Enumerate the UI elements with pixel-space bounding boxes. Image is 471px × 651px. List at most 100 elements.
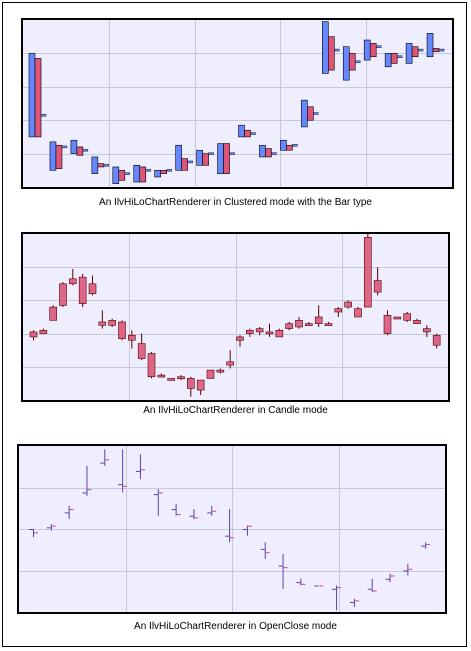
bar-tick [145,169,151,172]
candle-body [78,276,87,305]
bar-red [348,53,356,71]
candle-body [98,321,107,326]
openclose-plot [19,446,445,612]
candle-body [216,369,225,373]
candle-body [305,323,313,326]
bar-red [97,163,105,168]
bar-tick [82,149,89,152]
bar-tick [271,152,277,155]
candle-body [206,369,215,379]
candle-body [137,343,146,359]
bar-tick [124,172,131,175]
bar-blue [301,99,308,128]
candle-body [403,313,411,321]
candle-body [432,334,441,346]
bar-blue [133,164,141,183]
bar-red [223,143,230,174]
candle-body [196,379,205,391]
candle-body [29,331,38,338]
candle-body [167,378,175,381]
bar-tick [376,45,382,48]
bar-red [76,146,84,156]
bar-blue [384,53,392,68]
candle-body [334,308,343,313]
candle-body [59,283,67,306]
bar-blue [196,149,203,166]
candle-body [108,320,116,326]
chart-caption-candle: An IlvHiLoChartRenderer in Candle mode [143,405,328,416]
candle-chart [21,232,450,402]
bar-tick [355,60,361,63]
bar-tick [208,152,214,155]
bar-tick [187,160,193,164]
bar-red [181,158,188,171]
bar-red [369,43,377,58]
candle-body [69,278,77,285]
bar-blue [405,43,413,64]
bar-red [139,166,147,183]
candle-body [157,374,166,378]
bar-blue [154,170,161,178]
bar-blue [217,143,224,174]
candle-body [344,301,352,308]
chart-caption-clustered: An IlvHiLoChartRenderer in Clustered mod… [99,197,372,208]
clustered-bar-chart [21,18,454,189]
candle-body [236,336,244,341]
candle-body [88,283,97,295]
chart-caption-openclose: An IlvHiLoChartRenderer in OpenClose mod… [134,621,337,632]
candle-body [413,320,421,324]
bar-red [286,144,293,151]
candle-body [373,280,382,293]
bar-red [432,48,440,53]
bar-blue [238,124,245,138]
openclose-chart [17,444,447,614]
bar-blue [28,53,36,138]
candle-body [226,361,234,366]
bar-tick [417,48,424,52]
bar-blue [175,144,182,171]
bar-blue [112,166,120,184]
candle-body [275,329,284,338]
candle-body [383,315,392,334]
bar-tick [313,112,319,115]
candle-body [314,316,323,324]
bar-blue [321,21,329,74]
bar-blue [49,141,57,171]
bar-red [411,46,419,58]
bar-blue [259,144,266,158]
candle-body [285,323,293,329]
candle-body [128,334,136,341]
candle-body [39,329,48,334]
bar-blue [363,39,371,61]
candle-body [177,376,185,380]
candle-body [246,329,254,334]
candle-body [255,328,264,333]
candle-body [295,320,303,328]
candle-body [423,328,431,333]
bar-red [160,170,167,174]
clustered-bar-plot [23,20,452,187]
candle-body [393,316,402,320]
bar-red [244,129,251,138]
bar-tick [40,113,47,117]
bar-tick [229,152,235,155]
bar-tick [61,145,68,149]
bar-tick [334,48,340,52]
bar-red [55,144,63,169]
bar-blue [91,156,99,174]
bar-tick [250,132,256,135]
bar-blue [280,139,287,151]
candle-body [324,323,333,326]
bar-tick [292,144,298,147]
candle-body [147,353,156,378]
bar-blue [426,33,434,58]
bar-blue [342,46,350,81]
bar-blue [70,139,78,154]
bar-red [34,58,42,138]
bar-tick [396,55,403,58]
candle-body [118,321,126,339]
bar-red [307,106,314,121]
candle-body [265,331,274,335]
bar-tick [438,48,445,52]
candle-body [364,237,372,308]
